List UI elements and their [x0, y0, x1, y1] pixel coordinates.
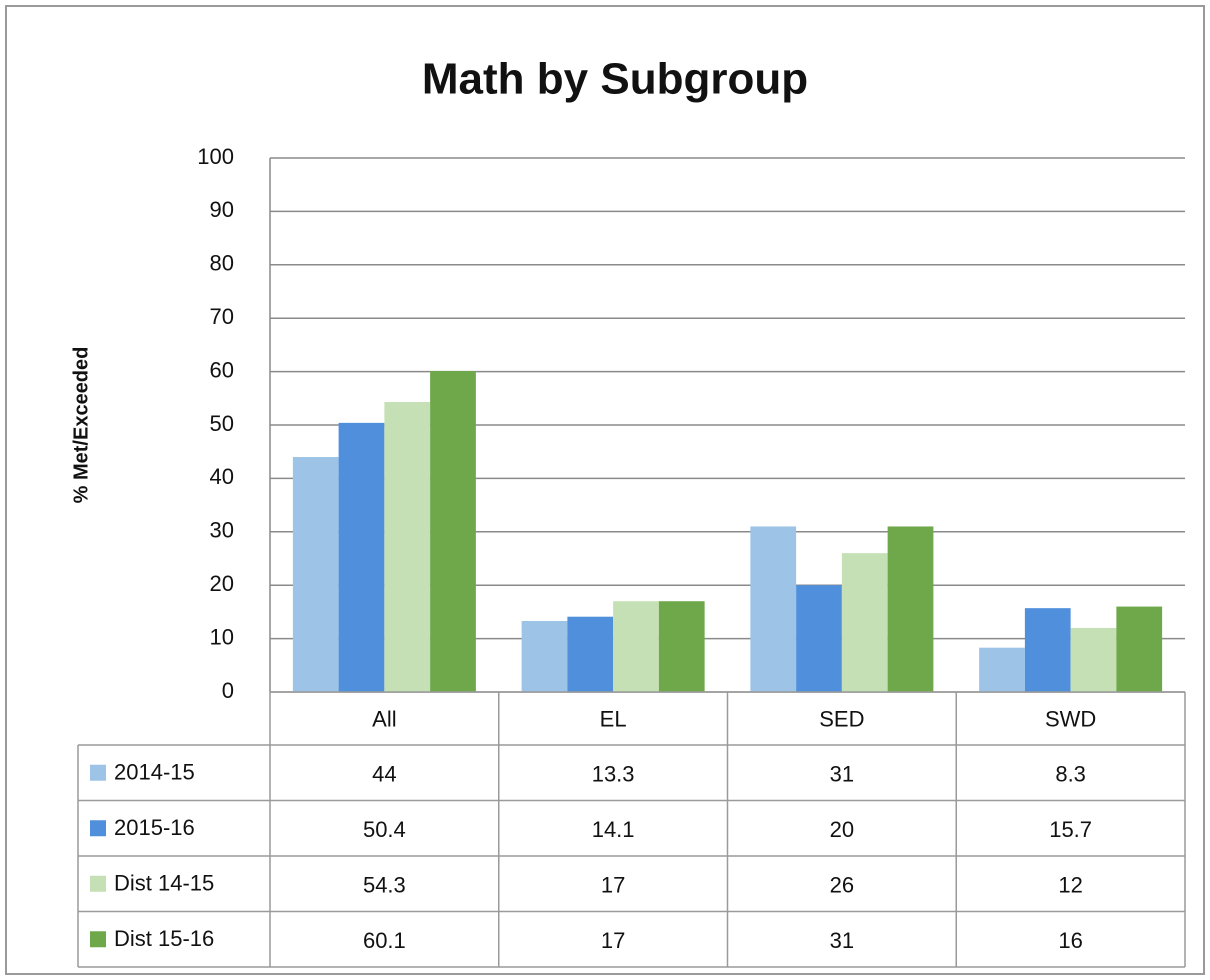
bar [338, 422, 385, 692]
legend-key [90, 931, 106, 948]
bar [979, 647, 1025, 692]
bar [750, 526, 797, 692]
y-tick-label: 70 [210, 304, 234, 329]
x-tick-label: SWD [1045, 706, 1096, 731]
table-value: 44 [372, 762, 396, 787]
legend-key [90, 820, 106, 837]
chart-title: Math by Subgroup [422, 55, 808, 104]
x-tick-label: EL [600, 706, 627, 731]
y-tick-label: 20 [210, 571, 234, 596]
table-value: 8.3 [1055, 762, 1086, 787]
bar [1116, 606, 1163, 692]
bar [796, 585, 842, 692]
x-tick-label: All [372, 706, 396, 731]
y-tick-label: 10 [210, 624, 234, 649]
bar [521, 620, 568, 692]
table-value: 17 [601, 873, 625, 898]
table-value: 15.7 [1049, 817, 1092, 842]
y-tick-label: 30 [210, 518, 234, 543]
legend-key [90, 875, 106, 892]
table-value: 17 [601, 928, 625, 953]
bar [384, 402, 431, 692]
bar [658, 601, 705, 692]
y-tick-label: 90 [210, 197, 234, 222]
bar [292, 457, 339, 692]
bar [887, 526, 934, 692]
y-tick-label: 40 [210, 464, 234, 489]
legend-label: Dist 15-16 [114, 926, 214, 951]
table-value: 50.4 [363, 817, 406, 842]
table-value: 31 [830, 928, 854, 953]
y-tick-label: 50 [210, 411, 234, 436]
bar [1024, 608, 1071, 692]
table-value: 20 [830, 817, 854, 842]
y-tick-label: 100 [197, 144, 234, 169]
x-tick-label: SED [819, 706, 864, 731]
legend-label: 2015-16 [114, 815, 195, 840]
legend-key [90, 764, 106, 781]
table-value: 54.3 [363, 873, 406, 898]
y-tick-label: 80 [210, 251, 234, 276]
bar [567, 616, 614, 692]
legend-label: Dist 14-15 [114, 871, 214, 896]
table-value: 14.1 [592, 817, 635, 842]
bar [1070, 627, 1117, 692]
bar [613, 601, 659, 692]
y-tick-label: 0 [222, 678, 234, 703]
chart-border [5, 5, 1205, 975]
legend-label: 2014-15 [114, 760, 195, 785]
bar [430, 371, 476, 692]
y-axis-label: % Met/Exceeded [70, 347, 92, 504]
table-value: 16 [1058, 928, 1082, 953]
table-value: 12 [1058, 873, 1082, 898]
table-value: 31 [830, 762, 854, 787]
bar [841, 553, 888, 692]
table-value: 13.3 [592, 762, 635, 787]
table-value: 60.1 [363, 928, 406, 953]
y-tick-label: 60 [210, 357, 234, 382]
table-value: 26 [830, 873, 854, 898]
